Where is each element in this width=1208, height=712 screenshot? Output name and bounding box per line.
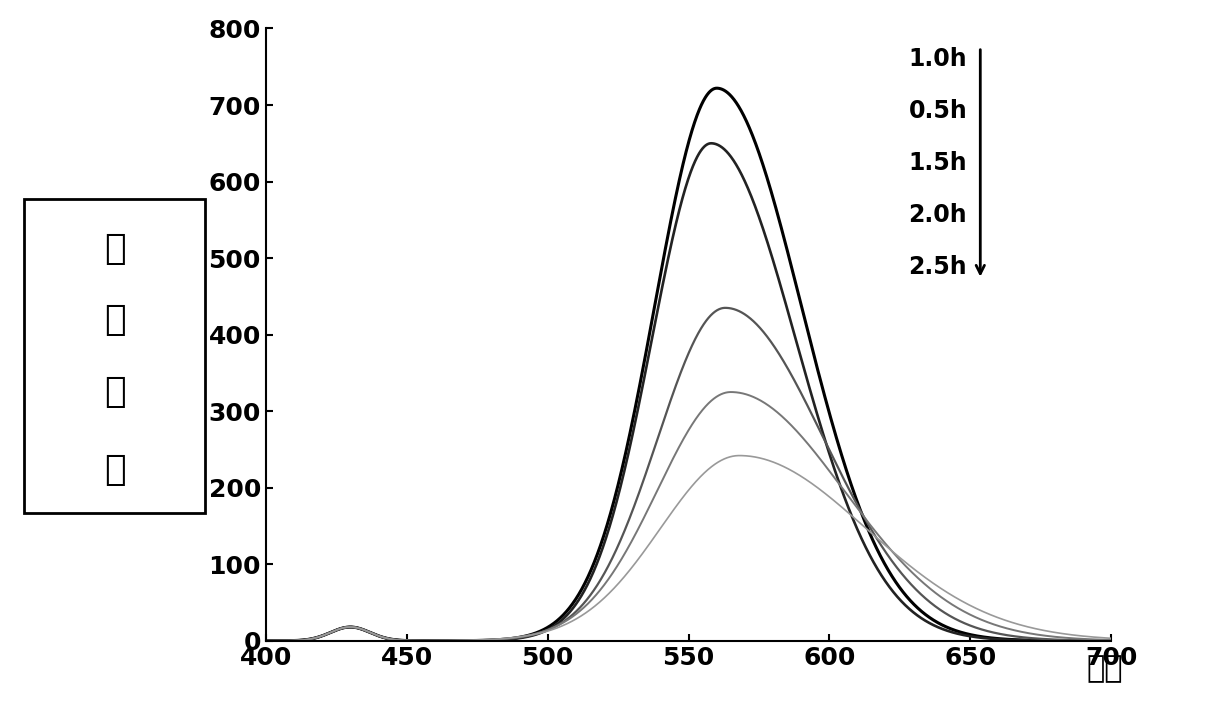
Text: 1.0h: 1.0h [908, 47, 968, 71]
Text: 强: 强 [104, 303, 126, 337]
Text: 荧: 荧 [104, 453, 126, 487]
Text: 1.5h: 1.5h [908, 151, 968, 175]
Text: 度: 度 [104, 232, 126, 266]
Text: 光: 光 [104, 375, 126, 409]
Text: 波长: 波长 [1087, 654, 1123, 684]
Text: 2.5h: 2.5h [908, 255, 968, 279]
Text: 0.5h: 0.5h [908, 99, 968, 123]
Text: 2.0h: 2.0h [908, 203, 968, 227]
